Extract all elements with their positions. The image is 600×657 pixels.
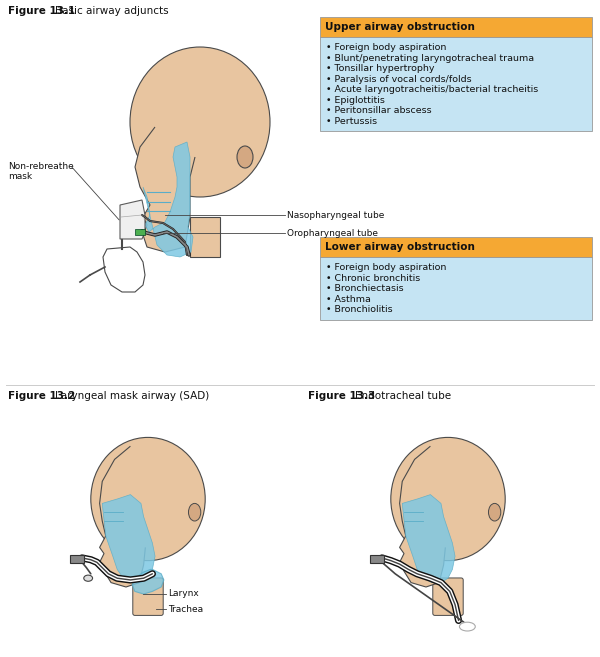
Text: Laryngeal mask airway (SAD): Laryngeal mask airway (SAD) xyxy=(55,391,209,401)
Text: Endotracheal tube: Endotracheal tube xyxy=(355,391,451,401)
Text: • Foreign body aspiration: • Foreign body aspiration xyxy=(326,263,446,272)
FancyBboxPatch shape xyxy=(320,37,592,131)
Polygon shape xyxy=(400,446,445,587)
Ellipse shape xyxy=(460,622,475,631)
Text: • Bronchiolitis: • Bronchiolitis xyxy=(326,305,392,314)
FancyBboxPatch shape xyxy=(135,229,145,235)
Polygon shape xyxy=(132,570,164,594)
Ellipse shape xyxy=(91,438,205,560)
Text: • Epiglottitis: • Epiglottitis xyxy=(326,96,385,104)
Text: Oropharyngeal tube: Oropharyngeal tube xyxy=(287,229,378,237)
Polygon shape xyxy=(190,217,220,257)
Text: Larynx: Larynx xyxy=(168,589,199,599)
Text: • Tonsillar hypertrophy: • Tonsillar hypertrophy xyxy=(326,64,434,73)
Polygon shape xyxy=(402,495,455,583)
Polygon shape xyxy=(135,127,195,252)
Text: Figure 13.3: Figure 13.3 xyxy=(308,391,375,401)
Ellipse shape xyxy=(130,47,270,197)
Polygon shape xyxy=(103,247,145,292)
Text: Basic airway adjuncts: Basic airway adjuncts xyxy=(55,6,169,16)
Text: Nasopharyngeal tube: Nasopharyngeal tube xyxy=(287,210,385,219)
FancyBboxPatch shape xyxy=(320,257,592,320)
FancyBboxPatch shape xyxy=(320,17,592,37)
Polygon shape xyxy=(143,142,193,257)
FancyBboxPatch shape xyxy=(133,578,163,616)
FancyBboxPatch shape xyxy=(70,555,84,563)
Text: • Paralysis of vocal cords/folds: • Paralysis of vocal cords/folds xyxy=(326,75,472,83)
Ellipse shape xyxy=(188,503,201,521)
Polygon shape xyxy=(120,200,145,239)
Ellipse shape xyxy=(391,438,505,560)
Text: • Blunt/penetrating laryngotracheal trauma: • Blunt/penetrating laryngotracheal trau… xyxy=(326,53,534,62)
Ellipse shape xyxy=(488,503,501,521)
Text: • Chronic bronchitis: • Chronic bronchitis xyxy=(326,273,420,283)
Text: • Pertussis: • Pertussis xyxy=(326,117,377,125)
Polygon shape xyxy=(100,446,145,587)
Ellipse shape xyxy=(84,575,92,581)
Polygon shape xyxy=(102,495,155,583)
Text: Figure 13.2: Figure 13.2 xyxy=(8,391,75,401)
Text: Figure 13.1: Figure 13.1 xyxy=(8,6,75,16)
Text: • Peritonsillar abscess: • Peritonsillar abscess xyxy=(326,106,431,115)
Text: Lower airway obstruction: Lower airway obstruction xyxy=(325,242,475,252)
FancyBboxPatch shape xyxy=(320,237,592,257)
FancyBboxPatch shape xyxy=(370,555,384,563)
Text: • Acute laryngotracheitis/bacterial tracheitis: • Acute laryngotracheitis/bacterial trac… xyxy=(326,85,538,94)
Text: Trachea: Trachea xyxy=(168,604,203,614)
Text: Non-rebreathe
mask: Non-rebreathe mask xyxy=(8,162,74,181)
Text: • Foreign body aspiration: • Foreign body aspiration xyxy=(326,43,446,52)
Text: • Bronchiectasis: • Bronchiectasis xyxy=(326,284,404,293)
Ellipse shape xyxy=(237,146,253,168)
FancyBboxPatch shape xyxy=(433,578,463,616)
Text: • Asthma: • Asthma xyxy=(326,294,371,304)
Text: Upper airway obstruction: Upper airway obstruction xyxy=(325,22,475,32)
